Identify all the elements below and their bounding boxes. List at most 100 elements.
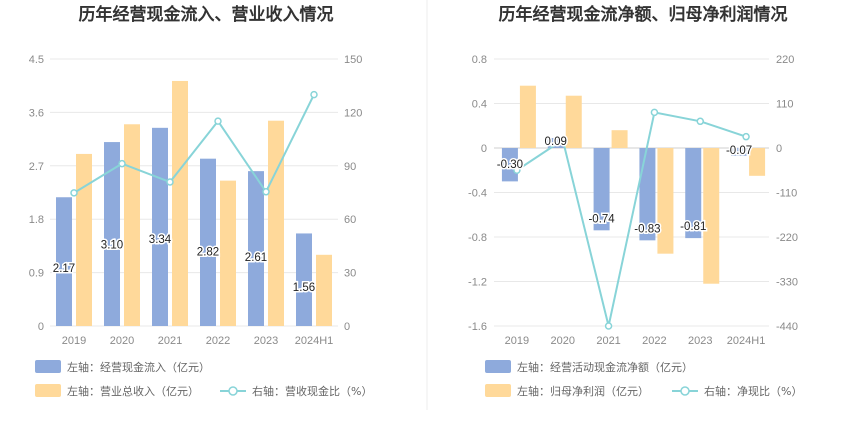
legend-label: 左轴：经营活动现金流净额（亿元）: [517, 360, 693, 374]
bar-primary: [296, 233, 312, 326]
legend-label: 左轴：营业总收入（亿元）: [67, 384, 199, 398]
bar-data-label: -0.30: [497, 159, 523, 171]
line-point: [214, 117, 222, 125]
left-axis-tick: 0.9: [29, 268, 44, 280]
legend: 左轴：经营活动现金流净额（亿元） 左轴：归母净利润（亿元） 右轴：净现比（%）: [485, 360, 802, 398]
bar-data-label: -0.74: [588, 213, 615, 225]
line-point: [310, 90, 318, 99]
right-axis-tick: -220: [776, 232, 798, 244]
left-axis-tick: 4.5: [29, 54, 44, 66]
bar-data-label: -0.81: [680, 221, 706, 233]
bar-secondary: [76, 153, 92, 326]
line-point: [70, 189, 78, 197]
x-tick-label: 2019: [505, 335, 529, 347]
legend-label: 左轴：经营现金流入（亿元）: [67, 360, 210, 374]
line-series: [73, 94, 315, 194]
legend-label: 右轴：营收现金比（%）: [252, 384, 372, 398]
bar-secondary: [220, 180, 236, 326]
bar-data-label: 1.56: [293, 282, 315, 294]
x-tick-label: 2019: [62, 335, 86, 347]
bar-primary: [501, 148, 518, 182]
left-axis-tick: 0.4: [472, 99, 487, 111]
bar-secondary: [268, 120, 284, 326]
bar-secondary: [316, 254, 332, 326]
left-axis-tick: 1.8: [29, 214, 44, 226]
right-axis-tick: 150: [344, 54, 362, 66]
bar-primary: [731, 148, 748, 156]
bar-data-label: -0.07: [726, 145, 752, 157]
bar-data-label: 3.10: [101, 240, 123, 252]
x-tick-label: 2020: [551, 335, 575, 347]
bar-primary: [200, 158, 216, 326]
legend-swatch: [485, 384, 511, 397]
legend-marker: [228, 386, 238, 396]
line-point: [513, 166, 521, 174]
line-point: [118, 159, 126, 168]
left-axis-tick: 3.6: [29, 107, 44, 119]
bar-primary: [685, 148, 702, 239]
bar-data-label: 2.82: [197, 247, 219, 259]
line-point: [166, 178, 174, 186]
bar-data-label: -0.83: [634, 223, 660, 235]
x-tick-label: 2023: [254, 335, 278, 347]
bar-secondary: [703, 148, 720, 284]
bar-secondary: [519, 85, 536, 148]
line-point: [262, 188, 270, 196]
line-series: [516, 111, 747, 327]
bar-secondary: [611, 130, 628, 148]
legend-marker: [680, 386, 690, 396]
bar-primary: [152, 127, 168, 327]
left-axis-tick: 0: [481, 143, 487, 155]
line-point: [559, 136, 567, 144]
bar-primary: [593, 148, 610, 231]
legend-swatch: [35, 360, 61, 373]
bar-primary: [104, 142, 120, 326]
bar-data-label: 0.09: [545, 136, 567, 148]
left-axis-tick: -0.4: [468, 188, 487, 200]
bar-primary: [639, 148, 656, 241]
right-axis-tick: -110: [776, 188, 797, 200]
x-tick-label: 2023: [688, 335, 712, 347]
bar-secondary: [172, 80, 188, 326]
x-tick-label: 2020: [110, 335, 134, 347]
left-axis-tick: 0: [38, 321, 44, 333]
bar-secondary: [657, 148, 674, 254]
line-point: [696, 117, 704, 126]
bar-primary: [56, 197, 72, 326]
legend-swatch: [35, 384, 61, 397]
bar-data-label: 2.17: [53, 263, 75, 275]
left-axis-tick: -0.8: [468, 232, 487, 244]
right-axis-tick: -440: [776, 321, 798, 333]
left-axis-tick: -1.2: [468, 277, 487, 289]
x-tick-label: 2021: [158, 335, 182, 347]
bar-secondary: [749, 148, 766, 176]
legend: 左轴：经营现金流入（亿元） 左轴：营业总收入（亿元） 右轴：营收现金比（%）: [35, 360, 372, 398]
right-axis-tick: 220: [776, 54, 794, 66]
x-tick-label: 2024H1: [727, 335, 766, 347]
bar-secondary: [124, 124, 140, 327]
line-point: [742, 132, 750, 141]
right-axis-tick: -330: [776, 277, 798, 289]
legend-label: 右轴：净现比（%）: [704, 384, 802, 398]
left-axis-tick: -1.6: [468, 321, 487, 333]
bar-primary: [547, 137, 564, 148]
line-point: [604, 322, 613, 330]
legend-label: 左轴：归母净利润（亿元）: [517, 384, 649, 398]
chart-title: 历年经营现金流入、营业收入情况: [79, 4, 334, 25]
bar-data-label: 2.61: [245, 252, 267, 264]
right-axis-tick: 30: [344, 268, 356, 280]
chart-1: 历年经营现金流入、营业收入情况 4.5 150 3.6 120 2.7 90 1.8 60 0.9…: [29, 4, 373, 398]
right-axis-tick: 60: [344, 214, 356, 226]
x-tick-label: 2021: [596, 335, 620, 347]
right-axis-tick: 110: [776, 99, 794, 111]
right-axis-tick: 0: [344, 321, 350, 333]
bar-secondary: [565, 95, 582, 148]
x-tick-label: 2024H1: [295, 335, 334, 347]
right-axis-tick: 0: [776, 143, 782, 155]
right-axis-tick: 90: [344, 161, 356, 173]
legend-swatch: [485, 360, 511, 373]
chart-title: 历年经营现金流净额、归母净利润情况: [499, 4, 788, 25]
chart-2: 历年经营现金流净额、归母净利润情况 0.8 220 0.4 110 0 0 -0.4 -110 -…: [468, 4, 802, 398]
bar-primary: [248, 171, 264, 326]
